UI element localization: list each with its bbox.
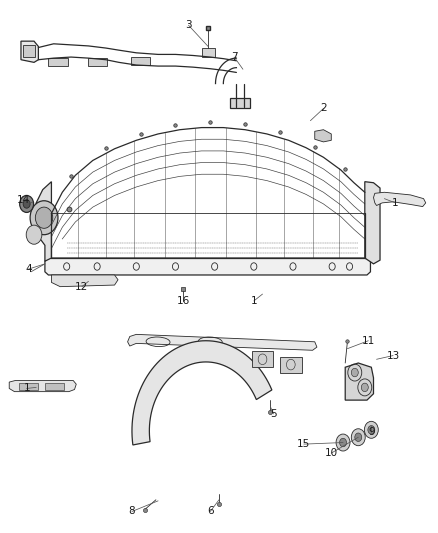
Polygon shape — [131, 57, 150, 65]
Polygon shape — [88, 58, 107, 66]
Circle shape — [23, 200, 30, 208]
Circle shape — [351, 368, 358, 377]
Polygon shape — [34, 182, 51, 261]
Text: 2: 2 — [320, 103, 327, 114]
Text: 14: 14 — [17, 195, 30, 205]
Circle shape — [364, 421, 378, 438]
Polygon shape — [9, 381, 76, 392]
Text: 16: 16 — [177, 296, 190, 306]
Polygon shape — [374, 192, 426, 207]
Polygon shape — [48, 58, 67, 66]
Text: 11: 11 — [362, 336, 375, 346]
Bar — [19, 383, 39, 390]
Text: 1: 1 — [251, 296, 257, 306]
Polygon shape — [21, 41, 39, 62]
Circle shape — [355, 433, 362, 441]
Bar — [23, 45, 35, 57]
Text: 8: 8 — [129, 506, 135, 516]
Polygon shape — [365, 182, 380, 264]
Polygon shape — [127, 334, 317, 350]
Text: 5: 5 — [270, 409, 277, 419]
Text: 12: 12 — [75, 281, 88, 292]
Polygon shape — [280, 357, 302, 373]
Polygon shape — [51, 275, 118, 287]
Text: 10: 10 — [325, 448, 338, 458]
Circle shape — [351, 429, 365, 446]
Polygon shape — [45, 258, 371, 275]
Polygon shape — [230, 98, 251, 109]
Polygon shape — [252, 351, 273, 367]
Circle shape — [361, 383, 368, 392]
Text: 9: 9 — [368, 427, 374, 437]
Text: 6: 6 — [207, 506, 214, 516]
Circle shape — [336, 434, 350, 451]
Text: 15: 15 — [297, 439, 311, 449]
Bar — [45, 383, 64, 390]
Polygon shape — [315, 130, 331, 142]
Circle shape — [35, 207, 53, 228]
Polygon shape — [201, 48, 215, 57]
Circle shape — [20, 196, 34, 213]
Circle shape — [339, 438, 346, 447]
Text: 1: 1 — [392, 198, 399, 208]
Text: 1: 1 — [23, 383, 30, 393]
Circle shape — [368, 425, 375, 434]
Polygon shape — [132, 341, 272, 445]
Circle shape — [30, 201, 58, 235]
Text: 4: 4 — [25, 264, 32, 274]
Text: 7: 7 — [231, 52, 237, 62]
Text: 3: 3 — [185, 20, 192, 30]
Polygon shape — [345, 363, 374, 400]
Text: 13: 13 — [386, 351, 400, 361]
Circle shape — [26, 225, 42, 244]
